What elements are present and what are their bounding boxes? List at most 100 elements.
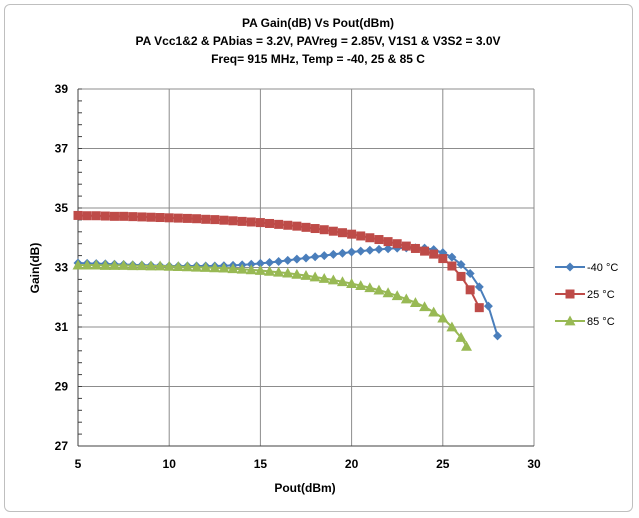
data-point-square	[474, 303, 484, 313]
data-point-triangle	[90, 259, 102, 270]
series-3	[72, 259, 473, 351]
chart-title-line-3: Freq= 915 MHz, Temp = -40, 25 & 85 C	[211, 52, 425, 66]
data-point-square	[420, 246, 430, 256]
data-point-diamond	[246, 259, 256, 269]
data-point-square	[255, 218, 265, 228]
data-point-diamond	[374, 244, 384, 254]
data-point-triangle	[200, 262, 212, 272]
data-point-triangle	[163, 260, 175, 271]
data-point-square	[374, 235, 384, 245]
data-point-triangle	[236, 263, 248, 274]
data-point-square	[91, 211, 101, 221]
data-point-square	[73, 210, 83, 220]
y-tick-label: 27	[55, 439, 69, 453]
data-point-triangle	[309, 271, 321, 282]
data-point-square	[410, 243, 420, 253]
data-point-diamond	[383, 244, 393, 254]
legend-label: 85 °C	[587, 316, 615, 328]
data-point-triangle	[118, 259, 130, 270]
data-point-square	[128, 212, 138, 222]
x-tick-label: 15	[254, 457, 268, 471]
data-point-triangle	[99, 259, 111, 270]
data-point-square	[201, 214, 211, 224]
data-point-square	[565, 289, 575, 299]
data-point-triangle	[291, 268, 303, 279]
data-point-square	[210, 215, 220, 225]
chart-title-line-2: PA Vcc1&2 & PAbias = 3.2V, PAVreg = 2.85…	[136, 34, 501, 48]
data-point-triangle	[282, 267, 294, 278]
y-tick-label: 31	[55, 320, 69, 334]
data-point-square	[100, 211, 110, 221]
x-tick-label: 20	[345, 457, 359, 471]
data-point-diamond	[347, 247, 357, 257]
data-point-triangle	[172, 261, 184, 272]
data-point-triangle	[428, 306, 440, 317]
chart-title-line-1: PA Gain(dB) Vs Pout(dBm)	[242, 16, 394, 30]
series-group	[72, 210, 503, 351]
data-point-square	[429, 249, 439, 259]
data-point-square	[438, 254, 448, 264]
data-point-square	[164, 213, 174, 223]
data-point-square	[246, 217, 256, 227]
x-tick-label: 30	[527, 457, 541, 471]
data-point-triangle	[382, 287, 394, 298]
y-axis-label: Gain(dB)	[28, 243, 42, 294]
data-point-triangle	[136, 260, 148, 271]
data-point-triangle	[154, 260, 166, 271]
data-point-triangle	[446, 321, 458, 332]
data-point-triangle	[245, 264, 257, 275]
y-tick-label: 39	[55, 82, 69, 96]
x-tick-label: 10	[163, 457, 177, 471]
data-point-triangle	[336, 276, 348, 287]
series-line	[78, 264, 468, 347]
data-point-diamond	[456, 260, 466, 270]
data-point-triangle	[300, 270, 312, 280]
data-point-diamond	[337, 248, 347, 258]
series-2	[73, 210, 484, 313]
data-point-diamond	[493, 331, 503, 341]
data-point-triangle	[209, 262, 221, 273]
data-point-diamond	[447, 252, 457, 262]
data-point-square	[219, 215, 229, 225]
y-tick-label: 29	[55, 380, 69, 394]
data-point-square	[401, 241, 411, 251]
data-point-triangle	[455, 331, 467, 342]
data-point-square	[155, 213, 165, 223]
x-tick-labels: 5 10 15 20 25 30	[75, 457, 541, 471]
data-point-diamond	[310, 252, 320, 262]
data-point-triangle	[72, 259, 84, 270]
data-point-square	[347, 229, 357, 239]
data-point-square	[365, 233, 375, 243]
data-point-triangle	[373, 284, 385, 295]
data-point-triangle	[191, 261, 203, 272]
data-point-square	[447, 261, 457, 271]
data-point-square	[310, 224, 320, 234]
data-point-triangle	[409, 297, 421, 308]
x-tick-label: 25	[436, 457, 450, 471]
legend-label: -40 °C	[587, 262, 618, 274]
data-point-triangle	[273, 266, 285, 277]
data-point-square	[82, 211, 92, 221]
data-point-triangle	[391, 290, 403, 301]
data-point-diamond	[255, 258, 265, 268]
data-point-square	[465, 285, 475, 295]
x-tick-label: 5	[75, 457, 82, 471]
data-point-square	[301, 222, 311, 232]
data-point-square	[192, 214, 202, 224]
data-point-diamond	[474, 282, 484, 292]
data-point-square	[228, 216, 238, 226]
data-point-triangle	[419, 301, 431, 312]
legend-label: 25 °C	[587, 289, 615, 301]
data-point-triangle	[355, 280, 367, 291]
data-point-square	[274, 219, 284, 229]
data-point-square	[119, 211, 129, 221]
data-point-diamond	[328, 249, 338, 259]
data-point-triangle	[318, 273, 330, 283]
data-point-triangle	[437, 312, 449, 323]
data-point-square	[319, 225, 329, 235]
data-point-square	[456, 271, 466, 281]
legend-item-2: 25 °C	[555, 289, 615, 301]
data-point-square	[182, 213, 192, 223]
data-point-diamond	[365, 245, 375, 255]
data-point-square	[265, 218, 275, 228]
